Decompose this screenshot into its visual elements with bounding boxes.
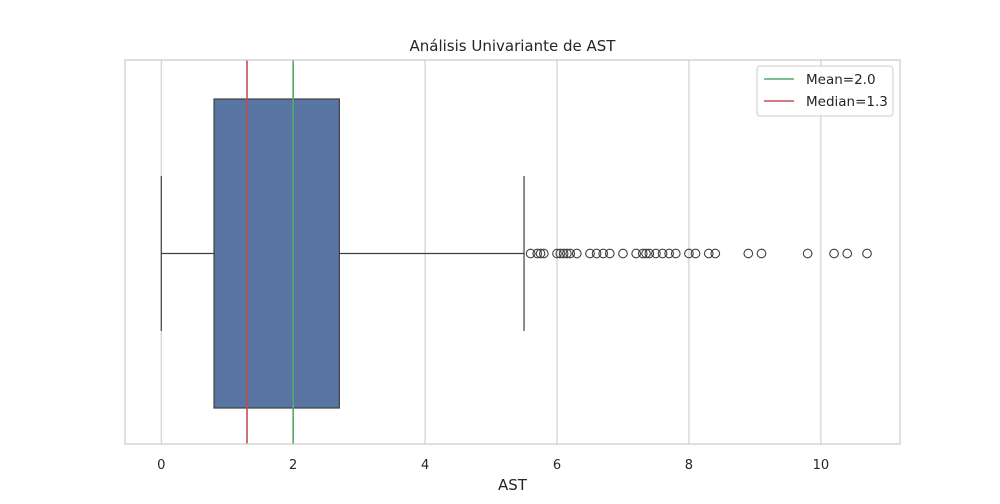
outlier-point-15 bbox=[631, 248, 642, 259]
outlier-point-7 bbox=[562, 248, 572, 259]
outlier-point-13 bbox=[604, 248, 615, 259]
outlier-point-21 bbox=[664, 248, 674, 259]
outlier-point-20 bbox=[657, 248, 668, 259]
outlier-point-22 bbox=[670, 248, 681, 259]
x-tick-label-2: 2 bbox=[289, 458, 297, 473]
outlier-point-2 bbox=[535, 248, 546, 259]
outlier-point-27 bbox=[743, 248, 754, 259]
outlier-point-30 bbox=[829, 248, 839, 259]
x-tick-label-0: 0 bbox=[157, 458, 165, 473]
outlier-point-32 bbox=[862, 248, 872, 259]
outlier-point-29 bbox=[802, 248, 813, 259]
outlier-point-31 bbox=[842, 248, 853, 259]
x-tick-label-10: 10 bbox=[813, 458, 830, 473]
x-axis-label: AST bbox=[498, 476, 528, 494]
outlier-point-10 bbox=[585, 248, 595, 259]
outlier-point-8 bbox=[565, 248, 576, 259]
outlier-point-3 bbox=[538, 248, 549, 259]
reference-lines-layer bbox=[246, 60, 294, 444]
outlier-point-4 bbox=[552, 248, 562, 259]
outlier-point-28 bbox=[756, 248, 767, 259]
outlier-point-1 bbox=[532, 248, 543, 259]
box-layer bbox=[160, 98, 872, 409]
x-tick-label-4: 4 bbox=[421, 458, 429, 473]
outlier-point-17 bbox=[641, 248, 651, 259]
legend-median-label: Median=1.3 bbox=[806, 94, 888, 110]
x-tick-labels: 0 2 4 6 8 10 bbox=[157, 458, 829, 473]
plot-frame bbox=[124, 59, 901, 445]
outlier-point-26 bbox=[710, 248, 721, 259]
outlier-point-19 bbox=[651, 248, 661, 259]
outlier-point-6 bbox=[558, 248, 569, 259]
outlier-point-5 bbox=[555, 248, 566, 259]
outlier-point-12 bbox=[598, 248, 609, 259]
outlier-point-11 bbox=[591, 248, 602, 259]
chart-title: Análisis Univariante de AST bbox=[410, 37, 617, 55]
outlier-point-0 bbox=[525, 248, 536, 259]
legend: Mean=2.0 Median=1.3 bbox=[756, 65, 894, 117]
x-tick-label-8: 8 bbox=[685, 458, 693, 473]
outlier-point-16 bbox=[637, 248, 648, 259]
outlier-point-24 bbox=[690, 248, 701, 259]
outlier-point-18 bbox=[644, 248, 655, 259]
legend-mean-label: Mean=2.0 bbox=[806, 72, 876, 88]
outlier-point-23 bbox=[684, 248, 694, 259]
outlier-point-14 bbox=[618, 248, 628, 259]
x-tick-label-6: 6 bbox=[553, 458, 561, 473]
outlier-point-25 bbox=[703, 248, 714, 259]
outlier-point-9 bbox=[571, 248, 582, 259]
iqr-box bbox=[213, 98, 340, 409]
